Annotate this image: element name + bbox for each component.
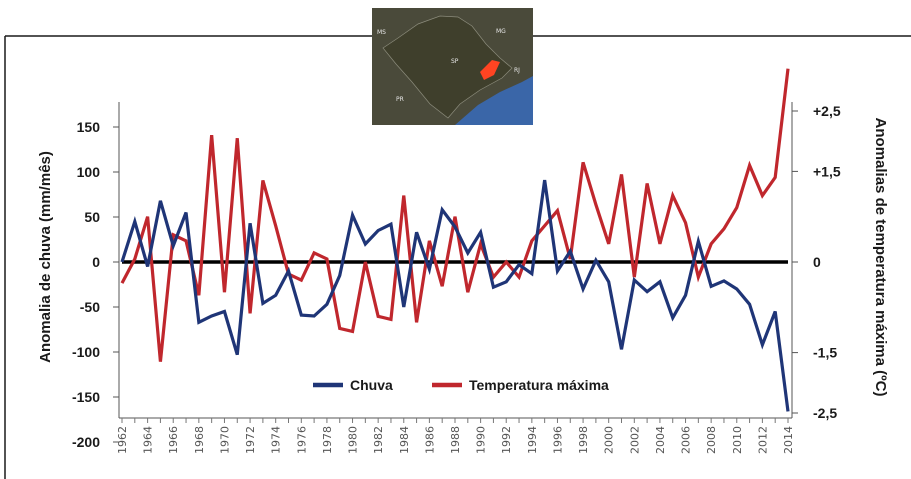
y-tick-label-left: -150 [72, 389, 100, 405]
x-tick-label: 2006 [680, 426, 693, 454]
y-tick-label-left: 0 [92, 254, 100, 270]
map-ocean [455, 76, 533, 125]
y-axis-title-left: Anomalia de chuva (mm/mês) [37, 151, 54, 363]
x-tick-label: 2000 [603, 426, 616, 454]
x-tick-label: 1970 [218, 426, 231, 454]
x-tick-label: 1982 [372, 426, 385, 454]
y-tick-label-left: -100 [72, 344, 100, 360]
map-label: SP [451, 58, 459, 65]
x-tick-label: 2014 [782, 426, 795, 454]
x-tick-label: 2008 [705, 426, 718, 454]
legend: Chuva Temperatura máxima [313, 377, 609, 393]
y-tick-label-right: -2,5 [813, 405, 837, 421]
x-tick-label: 1986 [423, 426, 436, 454]
y-tick-label-left: -50 [80, 299, 100, 315]
x-tick-label: 1996 [551, 426, 564, 454]
x-tick-label: 1988 [449, 426, 462, 454]
x-tick-label: 1978 [321, 426, 334, 454]
map-label: MG [496, 28, 506, 35]
x-ticks: 1962 1964 1966 1968 1970 1972 1974 1976 1978 1980… [116, 418, 795, 454]
x-tick-label: 1976 [295, 426, 308, 454]
x-tick-label: 1974 [270, 426, 283, 454]
y-tick-label-right: +2,5 [813, 103, 841, 119]
y-tick-label-left: 150 [77, 119, 101, 135]
map-label: RJ [514, 67, 520, 74]
map-state-sp [382, 15, 513, 119]
x-tick-label: 1992 [500, 426, 513, 454]
x-tick-label: 1968 [193, 426, 206, 454]
x-tick-label: 1962 [116, 426, 129, 454]
x-tick-label: 1966 [167, 426, 180, 454]
legend-label-chuva: Chuva [350, 377, 393, 393]
y-tick-label-right: -1,5 [813, 345, 837, 361]
y-tick-label-left: 100 [77, 164, 101, 180]
y-axis-title-right: Anomalias de temperatura máxima (ºC) [872, 118, 889, 397]
y-tick-label-right: +1,5 [813, 163, 841, 179]
x-tick-label: 1972 [244, 426, 257, 454]
x-tick-label: 1990 [475, 426, 488, 454]
x-tick-label: 1964 [142, 426, 155, 454]
right-ticks: +2,5 +1,5 0 -1,5 -2,5 [792, 103, 841, 421]
series-line-chuva [120, 179, 790, 412]
y-tick-label-left: 50 [84, 209, 100, 225]
x-tick-label: 1994 [526, 426, 539, 454]
series-line-temperatura-maxima [120, 68, 790, 362]
legend-label-temperatura-maxima: Temperatura máxima [469, 377, 609, 393]
x-tick-label: 2002 [628, 426, 641, 454]
x-tick-label: 1984 [398, 426, 411, 454]
x-tick-label: 2010 [731, 426, 744, 454]
map-label: PR [396, 96, 404, 103]
left-ticks: 150 100 50 0 -50 -100 -150 -200 [72, 119, 119, 450]
x-tick-label: 2004 [654, 426, 667, 454]
y-tick-label-left: -200 [72, 434, 100, 450]
x-tick-label: 1998 [577, 426, 590, 454]
inset-map: MS MG PR SP RJ [372, 8, 533, 125]
map-label: MS [377, 29, 386, 36]
y-tick-label-right: 0 [813, 254, 821, 270]
x-tick-label: 1980 [347, 426, 360, 454]
x-tick-label: 2012 [756, 426, 769, 454]
map-region-highlight [480, 60, 500, 80]
